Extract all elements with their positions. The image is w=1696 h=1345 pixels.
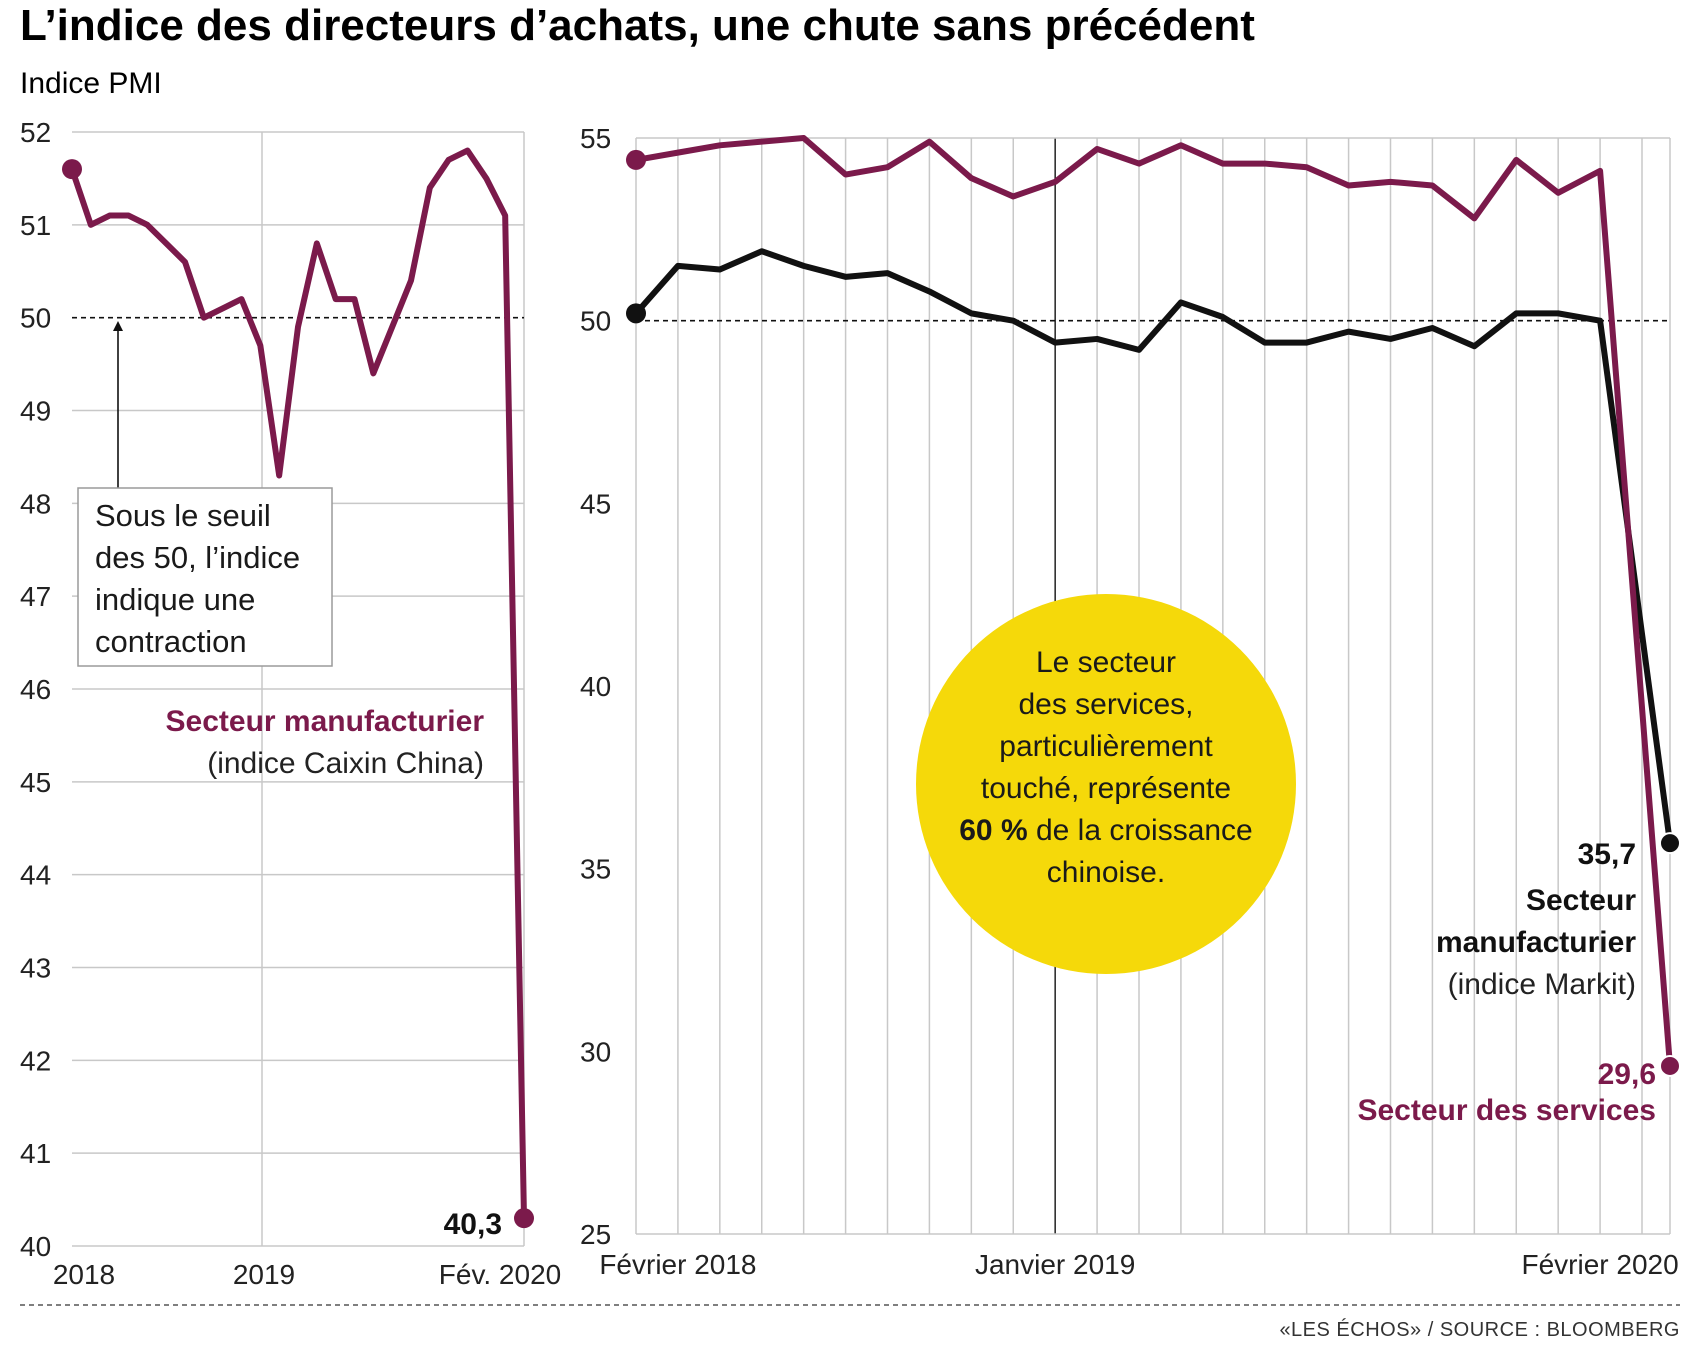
- right-y-tick-label: 30: [580, 1036, 611, 1067]
- left-x-tick-label: Fév. 2020: [439, 1259, 561, 1290]
- right-manuf-line: [633, 248, 1673, 844]
- bubble-circle: [916, 594, 1296, 974]
- left-series-sub: (indice Caixin China): [207, 747, 484, 780]
- left-y-tick-label: 49: [20, 396, 51, 427]
- services-bubble: Le secteur des services, particulièremen…: [916, 594, 1296, 974]
- chart-title: L’indice des directeurs d’achats, une ch…: [20, 1, 1255, 50]
- right-y-tick-label: 55: [580, 123, 611, 154]
- left-series-name: Secteur manufacturier: [166, 705, 485, 738]
- right-services-line: [635, 135, 1673, 1067]
- left-series-start-point: [62, 159, 82, 180]
- right-y-tick-label: 50: [580, 306, 611, 337]
- right-x-tick-label: Février 2018: [599, 1249, 756, 1280]
- left-y-tick-label: 43: [20, 953, 51, 984]
- left-y-tick-label: 41: [20, 1138, 51, 1169]
- threshold-note: Sous le seuil des 50, l’indice indique u…: [77, 321, 333, 667]
- left-y-tick-label: 45: [20, 767, 51, 798]
- right-x-tick-label: Février 2020: [1521, 1249, 1678, 1280]
- right-services-start-point: [626, 149, 646, 170]
- chart-subtitle: Indice PMI: [20, 67, 162, 100]
- right-manuf-value: 35,7: [1578, 838, 1636, 871]
- right-x-tick-label: Janvier 2019: [975, 1249, 1135, 1280]
- bubble-line-5: 60 % de la croissance: [959, 814, 1253, 847]
- left-x-tick-label: 2018: [53, 1259, 115, 1290]
- left-x-tick-label: 2019: [233, 1259, 295, 1290]
- note-line-3: indique une: [95, 582, 255, 617]
- bubble-bold: 60 %: [959, 814, 1027, 847]
- bubble-line-2: des services,: [1018, 688, 1193, 721]
- left-last-value-label: 40,3: [444, 1208, 502, 1241]
- left-y-tick-label: 52: [20, 117, 51, 148]
- note-arrow-head: [113, 321, 123, 331]
- right-manuf-name-1: Secteur: [1526, 884, 1636, 917]
- note-line-1: Sous le seuil: [95, 498, 271, 533]
- left-panel: 40 41 42 43 44 45 46 47 48 49 50 51 52 2018 2019 Fév. 2…: [20, 117, 561, 1290]
- right-serv-value: 29,6: [1598, 1058, 1656, 1091]
- right-y-tick-label: 35: [580, 854, 611, 885]
- right-panel: 25 30 35 40 45 50 55 Février 2018 Janvier 2019 Fé…: [580, 123, 1681, 1280]
- left-y-tick-label: 46: [20, 674, 51, 705]
- left-series-line: [69, 147, 527, 1219]
- left-y-tick-label: 47: [20, 581, 51, 612]
- right-y-tick-label: 40: [580, 671, 611, 702]
- left-series-end-point: [514, 1208, 534, 1229]
- left-y-tick-label: 44: [20, 860, 51, 891]
- right-y-tick-label: 45: [580, 488, 611, 519]
- left-y-tick-label: 42: [20, 1045, 51, 1076]
- right-manuf-end-point: [1659, 832, 1681, 855]
- note-box: [77, 487, 333, 667]
- right-serv-name: Secteur des services: [1357, 1094, 1656, 1127]
- note-line-2: des 50, l’indice: [95, 540, 300, 575]
- bubble-line-1: Le secteur: [1036, 646, 1176, 679]
- source-credit: «LES ÉCHOS» / SOURCE : BLOOMBERG: [1279, 1318, 1680, 1341]
- left-y-tick-label: 48: [20, 488, 51, 519]
- right-manuf-start-point: [626, 303, 646, 324]
- bubble-line-3: particulièrement: [999, 730, 1213, 763]
- right-manuf-name-2: manufacturier: [1436, 926, 1636, 959]
- left-y-tick-label: 40: [20, 1231, 51, 1262]
- left-y-tick-label: 51: [20, 210, 51, 241]
- right-manuf-sub: (indice Markit): [1448, 968, 1636, 1001]
- right-services-end-point: [1659, 1054, 1681, 1077]
- note-line-4: contraction: [95, 624, 247, 659]
- left-y-tick-label: 50: [20, 303, 51, 334]
- bubble-line-6: chinoise.: [1047, 856, 1165, 889]
- bubble-line-4: touché, représente: [981, 772, 1231, 805]
- bubble-line-5-rest: de la croissance: [1028, 814, 1253, 847]
- right-y-tick-label: 25: [580, 1219, 611, 1250]
